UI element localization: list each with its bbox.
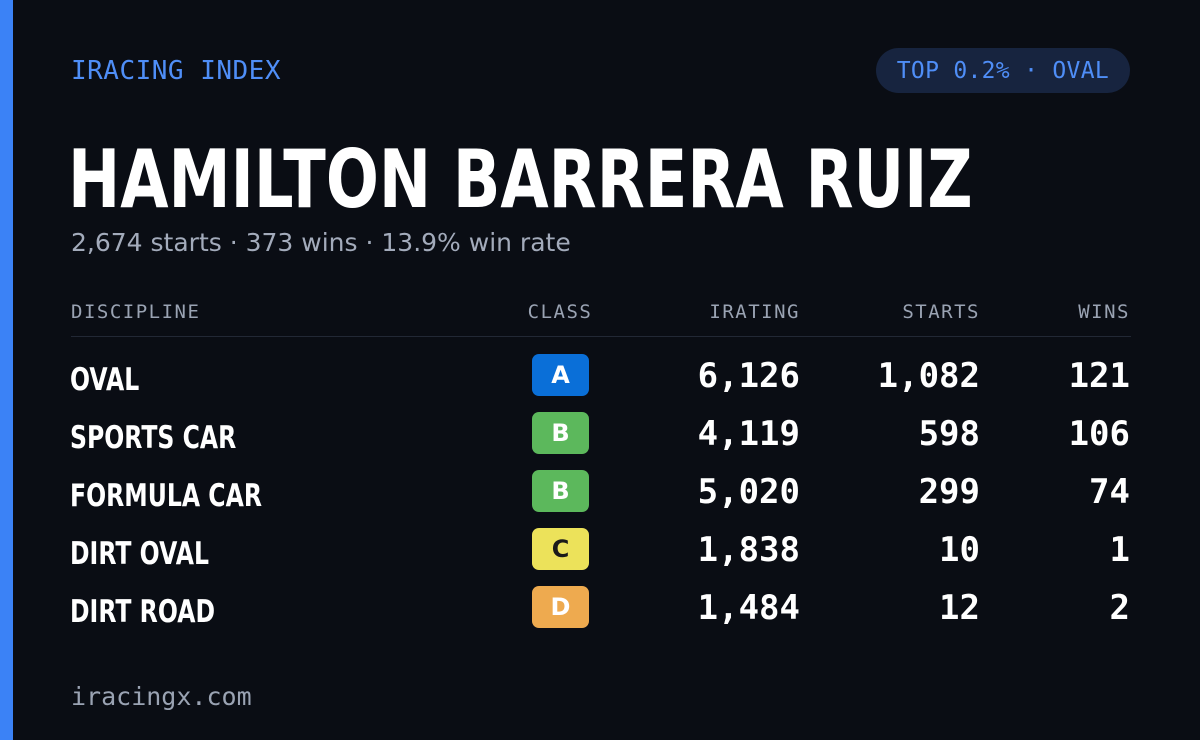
table-row: FORMULA CAR B 5,020 299 74 xyxy=(0,470,1200,528)
table-row: DIRT OVAL C 1,838 10 1 xyxy=(0,528,1200,586)
irating-value: 1,838 xyxy=(697,530,800,570)
discipline-name: OVAL xyxy=(70,362,140,398)
discipline-name: DIRT ROAD xyxy=(70,594,216,630)
wins-value: 2 xyxy=(1109,588,1130,628)
wins-value: 121 xyxy=(1068,356,1130,396)
brand-label: IRACING INDEX xyxy=(71,56,281,86)
class-badge: D xyxy=(532,586,589,628)
irating-value: 5,020 xyxy=(697,472,800,512)
class-badge: C xyxy=(532,528,589,570)
career-summary: 2,674 starts · 373 wins · 13.9% win rate xyxy=(71,228,571,257)
header-class: CLASS xyxy=(527,301,593,323)
header-starts: STARTS xyxy=(902,301,980,323)
discipline-name: FORMULA CAR xyxy=(70,478,262,514)
class-badge: A xyxy=(532,354,589,396)
discipline-name: DIRT OVAL xyxy=(70,536,209,572)
starts-value: 598 xyxy=(918,414,980,454)
wins-value: 74 xyxy=(1089,472,1130,512)
starts-value: 12 xyxy=(939,588,980,628)
header-irating: IRATING xyxy=(709,301,800,323)
discipline-name: SPORTS CAR xyxy=(70,420,237,456)
table-row: DIRT ROAD D 1,484 12 2 xyxy=(0,586,1200,644)
starts-value: 1,082 xyxy=(877,356,980,396)
class-badge: B xyxy=(532,470,589,512)
starts-value: 299 xyxy=(918,472,980,512)
irating-value: 1,484 xyxy=(697,588,800,628)
header-discipline: DISCIPLINE xyxy=(71,301,201,323)
starts-value: 10 xyxy=(939,530,980,570)
rank-badge: TOP 0.2% · OVAL xyxy=(875,48,1130,93)
class-badge: B xyxy=(532,412,589,454)
wins-value: 1 xyxy=(1109,530,1130,570)
accent-bar xyxy=(0,0,13,740)
header-divider xyxy=(71,336,1131,337)
irating-value: 6,126 xyxy=(697,356,800,396)
table-row: SPORTS CAR B 4,119 598 106 xyxy=(0,412,1200,470)
header-wins: WINS xyxy=(1078,301,1130,323)
wins-value: 106 xyxy=(1068,414,1130,454)
irating-value: 4,119 xyxy=(697,414,800,454)
table-row: OVAL A 6,126 1,082 121 xyxy=(0,354,1200,412)
site-url: iracingx.com xyxy=(71,682,252,711)
driver-name: HAMILTON BARRERA RUIZ xyxy=(68,133,973,226)
